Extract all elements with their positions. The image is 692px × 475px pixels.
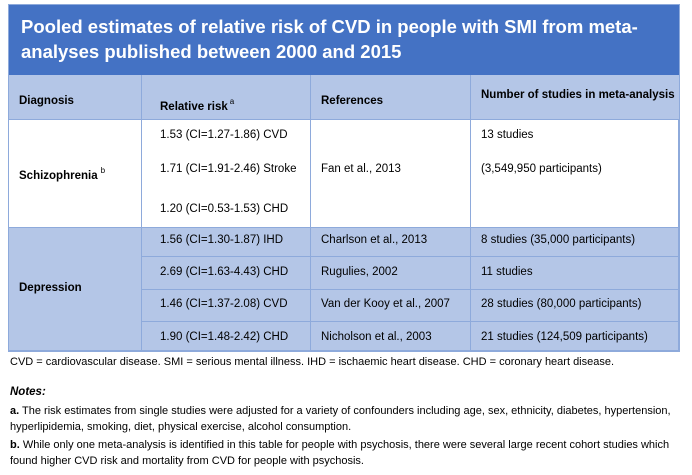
notes-title: Notes: bbox=[10, 386, 46, 398]
risk-table: Pooled estimates of relative risk of CVD… bbox=[8, 4, 680, 352]
depression-reference-3: Van der Kooy et al., 2007 bbox=[321, 298, 450, 310]
schizophrenia-label: Schizophrenia bbox=[19, 170, 98, 182]
depression-studies-1: 8 studies (35,000 participants) bbox=[481, 234, 636, 246]
schizophrenia-studies-cell: 13 studies (3,549,950 participants) bbox=[471, 120, 679, 228]
depression-risk-2: 2.69 (CI=1.63-4.43) CHD bbox=[160, 266, 289, 278]
header-num-studies-label: Number of studies in meta-analysis bbox=[481, 89, 675, 101]
schizophrenia-reference: Fan et al., 2013 bbox=[321, 163, 401, 175]
table-title: Pooled estimates of relative risk of CVD… bbox=[9, 5, 679, 75]
note-a-text: The risk estimates from single studies w… bbox=[10, 405, 671, 433]
depression-studies-2: 11 studies bbox=[481, 266, 533, 278]
schizophrenia-risk-chd: 1.20 (CI=0.53-1.53) CHD bbox=[160, 203, 289, 215]
depression-risk-3: 1.46 (CI=1.37-2.08) CVD bbox=[160, 298, 288, 310]
depression-diagnosis-cell: Depression bbox=[9, 228, 142, 351]
schizophrenia-studies: 13 studies bbox=[481, 129, 534, 141]
note-b-text: While only one meta-analysis is identifi… bbox=[10, 439, 670, 467]
depression-studies-4: 21 studies (124,509 participants) bbox=[481, 331, 648, 343]
note-b: b. While only one meta-analysis is ident… bbox=[10, 437, 680, 469]
row-divider bbox=[142, 321, 679, 322]
header-diagnosis: Diagnosis bbox=[9, 75, 142, 120]
schizophrenia-risk-stroke: 1.71 (CI=1.91-2.46) Stroke bbox=[160, 163, 297, 175]
depression-reference-4: Nicholson et al., 2003 bbox=[321, 331, 432, 343]
schizophrenia-diagnosis-cell: Schizophrenia b bbox=[9, 120, 142, 228]
note-a: a. The risk estimates from single studie… bbox=[10, 403, 680, 435]
row-divider bbox=[142, 289, 679, 290]
schizophrenia-risk-cell: 1.53 (CI=1.27-1.86) CVD 1.71 (CI=1.91-2.… bbox=[142, 120, 311, 228]
depression-reference-1: Charlson et al., 2013 bbox=[321, 234, 428, 246]
header-diagnosis-label: Diagnosis bbox=[19, 95, 74, 107]
depression-reference-2: Rugulies, 2002 bbox=[321, 266, 398, 278]
header-relative-risk-label: Relative risk bbox=[160, 101, 228, 113]
header-references: References bbox=[311, 75, 471, 120]
table-title-line-1: Pooled estimates of relative risk of CVD… bbox=[21, 16, 638, 37]
row-divider bbox=[142, 256, 679, 257]
schizophrenia-risk-cvd: 1.53 (CI=1.27-1.86) CVD bbox=[160, 129, 288, 141]
depression-label: Depression bbox=[19, 282, 82, 294]
depression-risk-1: 1.56 (CI=1.30-1.87) IHD bbox=[160, 234, 284, 246]
header-relative-risk: Relative risk a bbox=[142, 75, 311, 120]
note-a-label: a. bbox=[10, 405, 20, 417]
depression-risk-4: 1.90 (CI=1.48-2.42) CHD bbox=[160, 331, 289, 343]
header-relative-risk-note: a bbox=[229, 97, 235, 106]
schizophrenia-reference-cell: Fan et al., 2013 bbox=[311, 120, 471, 228]
schizophrenia-participants: (3,549,950 participants) bbox=[481, 163, 602, 175]
table-title-line-2: analyses published between 2000 and 2015 bbox=[21, 41, 402, 62]
abbreviations: CVD = cardiovascular disease. SMI = seri… bbox=[10, 356, 615, 368]
header-num-studies: Number of studies in meta-analysis bbox=[471, 75, 679, 120]
depression-studies-3: 28 studies (80,000 participants) bbox=[481, 298, 642, 310]
header-references-label: References bbox=[321, 95, 384, 107]
note-b-label: b. bbox=[10, 439, 20, 451]
schizophrenia-note: b bbox=[100, 166, 106, 175]
